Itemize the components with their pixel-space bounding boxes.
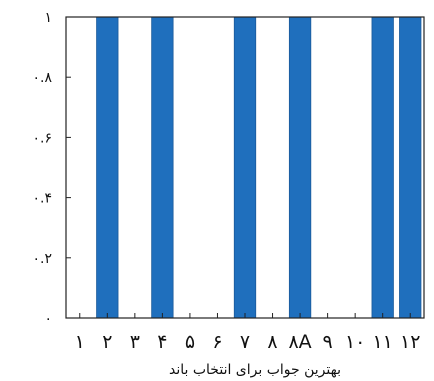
y-axis-ticks: ۰ ۰.۲ ۰.۴ ۰.۶ ۰.۸ ۱ xyxy=(33,10,71,327)
bar-4 xyxy=(151,16,174,319)
bar-7 xyxy=(233,16,257,319)
x-tick-label: ۹ xyxy=(323,331,333,353)
bar-2 xyxy=(96,16,119,319)
x-tick-label: ۶ xyxy=(212,331,222,353)
bar-13 xyxy=(399,16,422,319)
x-tick-label: ۷ xyxy=(240,331,250,353)
y-tick-label: ۰ xyxy=(44,311,52,327)
x-tick-label: ۵ xyxy=(185,331,195,353)
y-tick-label: ۰.۶ xyxy=(33,130,53,146)
x-tick-label: ۴ xyxy=(157,331,167,353)
x-axis-label: بهترین جواب برای انتخاب باند xyxy=(169,362,341,378)
x-tick-label: ۱۱ xyxy=(372,331,392,353)
x-tick-label: ۳ xyxy=(130,331,140,353)
x-tick-label: ۲ xyxy=(102,331,112,353)
x-tick-label: ۱۰ xyxy=(345,331,365,353)
y-tick-label: ۱ xyxy=(44,10,52,26)
bars-group xyxy=(96,16,422,319)
y-tick-label: ۰.۴ xyxy=(33,191,53,207)
x-tick-label: ۱۲ xyxy=(400,331,420,353)
y-tick-label: ۰.۸ xyxy=(33,70,53,86)
x-tick-label: ۸ xyxy=(267,331,277,353)
y-tick-label: ۰.۲ xyxy=(33,251,53,267)
bar-9 xyxy=(288,16,312,319)
x-tick-label: ۸A xyxy=(288,331,311,353)
bar-12 xyxy=(371,16,394,319)
x-tick-label: ۱ xyxy=(75,331,85,353)
x-axis-ticks: ۱ ۲ ۳ ۴ ۵ ۶ ۷ ۸ ۸A ۹ ۱۰ ۱۱ ۱۲ xyxy=(75,313,420,353)
